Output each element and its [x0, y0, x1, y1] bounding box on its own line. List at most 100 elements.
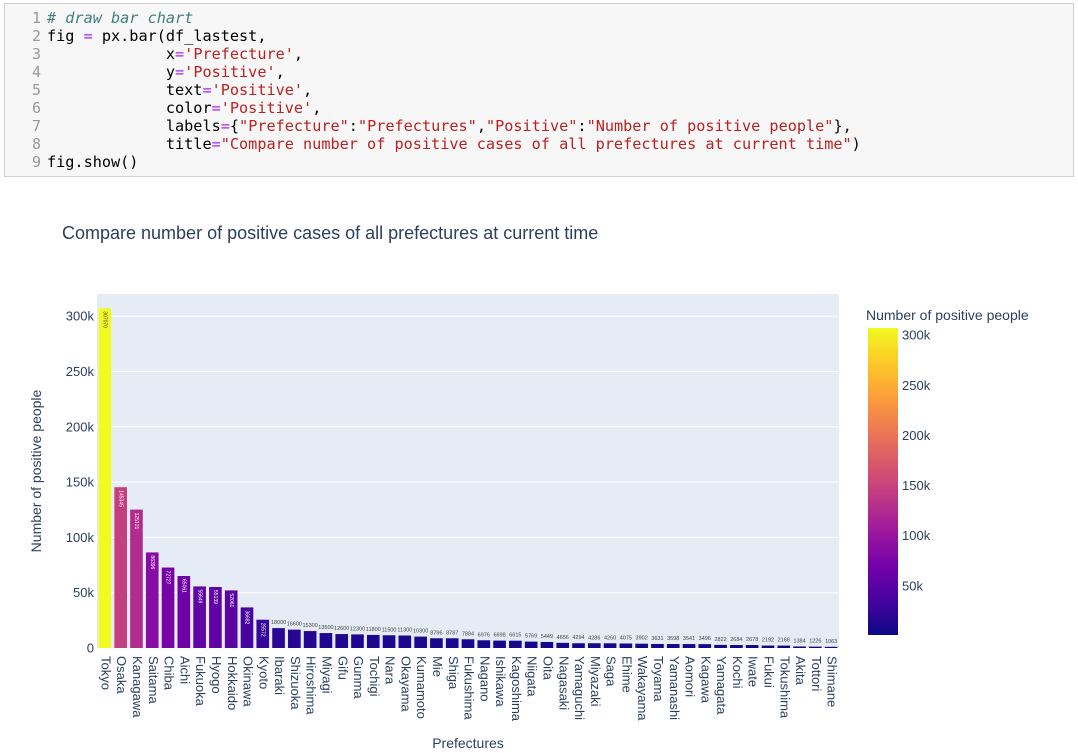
bar-value-label: 55139: [212, 590, 218, 604]
line-number: 4: [31, 63, 41, 81]
x-tick-label: Kagawa: [698, 656, 713, 704]
bar: [730, 645, 743, 648]
code-token: },: [833, 117, 852, 135]
bar: [619, 643, 633, 648]
x-axis-ticks: Tokyo Osaka Kanagawa Saitama Chiba Aichi Fukuo…: [98, 656, 839, 722]
line-number: 8: [31, 135, 41, 153]
x-tick-label: Ibaraki: [272, 656, 287, 695]
x-tick-label: Kyoto: [256, 656, 271, 689]
bar: [319, 633, 333, 648]
bar-value-label: 4294: [572, 635, 584, 641]
code-token: 'Prefecture': [184, 45, 294, 63]
bar-value-label: 72727: [165, 571, 171, 585]
bar-value-label: 3598: [667, 636, 679, 642]
line-number: 1: [31, 9, 41, 27]
bar: [793, 646, 806, 648]
code-token: # draw bar chart: [47, 9, 194, 27]
bar: [777, 645, 791, 648]
x-tick-label: Miyazaki: [588, 656, 603, 707]
code-token: ,: [275, 63, 285, 81]
bar: [682, 644, 696, 648]
x-tick-label: Saga: [604, 656, 619, 687]
code-token: :: [577, 117, 587, 135]
code-token: =: [211, 99, 221, 117]
x-tick-label: Miyagi: [319, 656, 334, 694]
code-line: fig.show(): [47, 153, 861, 171]
bar-value-label: 86396: [149, 555, 155, 569]
bar-value-label: 2192: [762, 638, 774, 644]
bar-value-label: 5449: [541, 634, 553, 640]
code-token: "Number of positive people": [586, 117, 834, 135]
bar-value-label: 1226: [809, 639, 821, 645]
bar: [398, 635, 412, 648]
line-number: 6: [31, 99, 41, 117]
y-axis-ticks: 0 50k 100k 150k 200k 250k 300k: [66, 309, 95, 656]
bar-value-label: 13500: [318, 625, 333, 631]
y-axis-title: Number of positive people: [28, 389, 44, 552]
y-tick-label: 250k: [66, 364, 95, 379]
code-line: color='Positive',: [47, 99, 861, 117]
code-token: ,: [303, 81, 313, 99]
code-token: 'Positive': [184, 63, 276, 81]
x-tick-label: Yamaguchi: [572, 656, 587, 720]
y-tick-label: 300k: [66, 309, 95, 324]
x-tick-label: Tochigi: [367, 656, 382, 697]
y-tick-label: 50k: [73, 585, 94, 600]
bar: [493, 640, 506, 648]
code-token: ,: [476, 117, 486, 135]
bar: [272, 628, 285, 648]
x-tick-label: Wakayama: [635, 656, 650, 721]
code-token: "Compare number of positive cases of all…: [220, 135, 852, 153]
bar: [540, 641, 554, 648]
bar: [430, 638, 443, 648]
bar: [745, 645, 759, 648]
code-token: ,: [312, 99, 322, 117]
code-line: fig = px.bar(df_lastest,: [47, 27, 861, 45]
code-token: =: [83, 27, 93, 45]
x-tick-label: Kochi: [730, 656, 745, 689]
y-tick-label: 0: [87, 641, 94, 656]
bar: [145, 552, 159, 648]
code-line: title="Compare number of positive cases …: [47, 135, 861, 153]
bar-value-label: 4656: [557, 635, 569, 641]
x-tick-label: Tottori: [809, 656, 824, 692]
code-token: px.bar(df_lastest,: [92, 27, 267, 45]
bar: [809, 646, 822, 648]
colorbar: [868, 328, 898, 635]
bar-value-label: 125121: [133, 513, 139, 530]
bar-value-label: 65061: [181, 579, 187, 593]
plot-area: [97, 294, 839, 648]
x-tick-label: Saitama: [146, 656, 161, 704]
code-line: # draw bar chart: [47, 9, 861, 27]
code-token: 'Positive': [220, 99, 313, 117]
code-editor[interactable]: # draw bar chart fig = px.bar(df_lastest,…: [47, 9, 861, 171]
bar-value-label: 8787: [446, 630, 458, 636]
x-tick-label: Fukushima: [462, 656, 477, 720]
bar: [698, 644, 712, 648]
bar: [177, 576, 191, 648]
bar-value-label: 15300: [302, 623, 317, 629]
x-tick-label: Nagano: [477, 656, 492, 702]
bar: [161, 567, 175, 648]
bar-value-label: 4260: [604, 635, 616, 641]
code-line: text='Positive',: [47, 81, 861, 99]
colorbar-tick-label: 200k: [902, 428, 931, 443]
bar: [382, 635, 396, 648]
x-tick-label: Fukui: [762, 656, 777, 688]
code-token: "Prefectures": [357, 117, 477, 135]
bar: [351, 634, 364, 648]
x-tick-label: Aomori: [683, 656, 698, 697]
bar-value-labels: 307070 145345 125121 86396 72727 65061 55649 55…: [102, 311, 838, 645]
x-tick-label: Hyogo: [209, 656, 224, 694]
bar-value-label: 2822: [714, 637, 726, 643]
x-tick-label: Hokkaido: [225, 656, 240, 710]
bar: [666, 644, 680, 648]
bar: [651, 643, 664, 648]
bar: [824, 646, 838, 648]
bar-value-label: 55649: [196, 589, 202, 603]
bar-value-label: 8796: [430, 630, 442, 636]
x-tick-label: Shiga: [446, 656, 461, 690]
code-token: "Prefecture": [239, 117, 349, 135]
line-number: 7: [31, 117, 41, 135]
